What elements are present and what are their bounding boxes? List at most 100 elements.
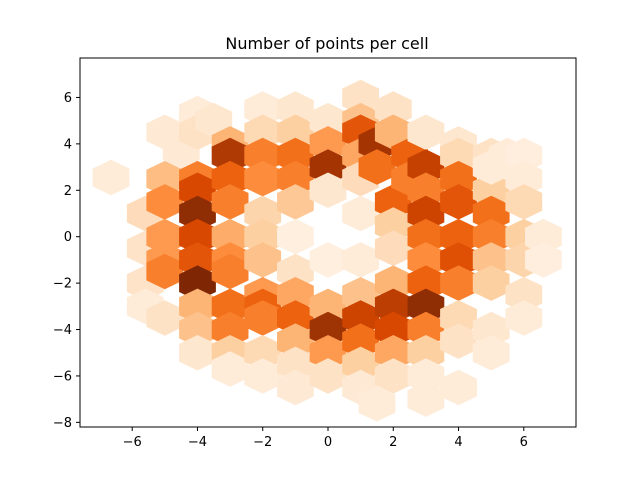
y-tick-label: 6 <box>64 91 72 106</box>
hex-cell <box>374 358 412 394</box>
hex-cell <box>358 386 396 422</box>
hex-cell <box>309 172 347 208</box>
hex-cell <box>407 311 445 348</box>
hex-cell <box>342 346 379 383</box>
hex-cell <box>244 114 282 150</box>
hex-cell <box>211 311 249 348</box>
y-tick-label: −8 <box>53 416 72 431</box>
x-tick-label: −6 <box>123 435 142 450</box>
hex-cell <box>342 242 379 278</box>
hex-cell <box>277 218 314 255</box>
hex-cell <box>179 265 216 301</box>
hex-cell <box>244 91 282 127</box>
hex-cell <box>179 311 216 348</box>
hex-cell <box>342 195 379 232</box>
hex-cell <box>407 265 445 301</box>
hex-cell <box>342 79 379 116</box>
hex-cell <box>309 335 347 371</box>
hex-cell <box>277 114 314 150</box>
hex-cell <box>277 184 314 220</box>
hex-cell <box>244 335 282 371</box>
hex-cell <box>505 300 543 336</box>
y-tick-label: −4 <box>53 323 72 338</box>
hex-cell <box>277 253 314 290</box>
x-tick-label: 0 <box>324 435 332 450</box>
hex-cell <box>309 126 347 162</box>
hex-cell <box>277 346 314 383</box>
hex-cell <box>277 369 314 406</box>
hex-cell <box>407 335 445 371</box>
hex-cell <box>277 300 314 336</box>
x-tick-label: −2 <box>253 435 272 450</box>
hex-cell <box>211 351 249 387</box>
hex-cell <box>277 277 314 313</box>
hex-cell <box>407 288 445 325</box>
hex-cell <box>374 207 412 243</box>
y-axis-ticks: −8 −6 −4 −2 0 2 4 6 <box>53 91 80 431</box>
hex-cell <box>244 300 282 336</box>
hex-cell <box>374 288 412 325</box>
hex-cell <box>472 172 510 208</box>
hex-cell <box>309 149 347 185</box>
hex-cell <box>374 335 412 371</box>
hex-cell <box>407 195 445 232</box>
hex-cell <box>92 159 130 196</box>
hex-cell <box>211 184 249 220</box>
hex-cell <box>440 265 477 301</box>
hex-cell <box>342 323 379 359</box>
hex-cell <box>440 218 477 255</box>
hex-cell <box>195 102 233 139</box>
x-tick-label: 4 <box>454 435 462 450</box>
hex-cells <box>92 79 562 422</box>
x-tick-label: −4 <box>188 435 207 450</box>
hex-cell <box>211 288 249 325</box>
hex-cell <box>440 242 477 278</box>
hex-cell <box>179 172 216 208</box>
hex-cell <box>146 300 184 336</box>
hex-cell <box>179 218 216 255</box>
hex-cell <box>472 218 510 255</box>
hex-cell <box>440 184 477 220</box>
hex-cell <box>505 160 543 197</box>
hex-cell <box>244 218 282 255</box>
hex-cell <box>179 195 216 232</box>
chart-title: Number of points per cell <box>225 34 428 53</box>
hex-cell <box>146 253 184 290</box>
hex-cell <box>309 242 347 278</box>
hex-cell <box>342 300 379 336</box>
y-tick-label: −2 <box>53 277 72 292</box>
hex-cell <box>309 358 347 394</box>
hex-cell <box>407 149 445 185</box>
hex-cell <box>244 358 282 394</box>
hex-cell <box>407 218 445 255</box>
hex-cell <box>407 381 445 417</box>
y-tick-label: 0 <box>64 230 72 245</box>
hex-cell <box>309 102 347 139</box>
hex-cell <box>179 242 216 278</box>
hex-cell <box>211 137 249 174</box>
y-tick-label: −6 <box>53 369 72 384</box>
hex-cell <box>374 311 412 348</box>
hex-cell <box>277 323 314 359</box>
hex-cell <box>342 277 379 313</box>
hex-cell <box>472 311 510 348</box>
hex-cell <box>211 218 249 255</box>
hex-cell <box>179 288 216 325</box>
hex-cell <box>244 160 282 197</box>
x-axis-ticks: −6 −4 −2 0 2 4 6 <box>123 427 528 450</box>
hex-cell <box>244 137 282 174</box>
hex-cell <box>211 160 249 197</box>
hex-cell <box>244 195 282 232</box>
hex-cell <box>211 253 249 290</box>
hex-cell <box>407 172 445 208</box>
hex-cell <box>440 137 477 174</box>
hex-cell <box>440 323 477 359</box>
x-tick-label: 2 <box>389 435 397 450</box>
hex-cell <box>440 160 477 197</box>
hex-cell <box>146 184 184 220</box>
hex-cell <box>277 160 314 197</box>
hex-cell <box>440 369 477 406</box>
y-tick-label: 2 <box>64 184 72 199</box>
hex-cell <box>525 218 562 255</box>
